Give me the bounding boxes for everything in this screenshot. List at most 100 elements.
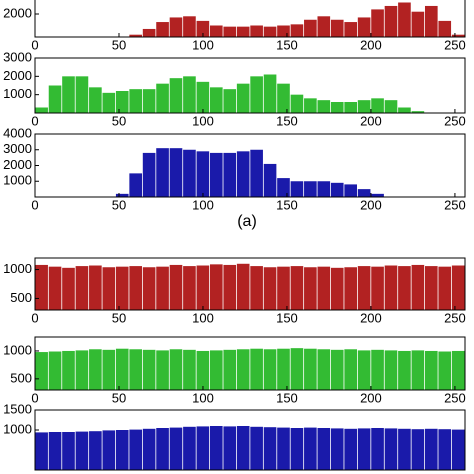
bar	[169, 264, 183, 310]
plot-frame	[34, 57, 466, 114]
bar	[102, 349, 116, 390]
x-tick-label: 200	[360, 37, 382, 52]
bar	[290, 348, 304, 390]
bar	[183, 149, 196, 197]
bar	[115, 266, 129, 310]
bar	[344, 428, 357, 470]
bar	[411, 429, 425, 470]
x-tick-label: 0	[31, 197, 38, 212]
bar	[398, 428, 411, 470]
bar	[250, 266, 263, 310]
bar	[304, 348, 317, 390]
bar	[263, 267, 277, 310]
bar	[384, 100, 398, 113]
bar	[250, 76, 263, 113]
bar	[263, 26, 277, 37]
x-tick-label: 150	[276, 310, 298, 325]
bar	[411, 11, 425, 37]
bar	[115, 193, 129, 197]
x-tick-label: 50	[112, 37, 126, 52]
bar	[196, 151, 210, 197]
bar	[290, 181, 304, 197]
x-tick-label: 0	[31, 37, 38, 52]
bar	[371, 349, 384, 390]
bar	[48, 266, 62, 310]
bar	[344, 102, 357, 113]
bar	[304, 427, 317, 470]
x-tick-label: 200	[360, 310, 382, 325]
bar	[398, 266, 411, 310]
bar	[250, 426, 263, 470]
x-tick-label: 150	[276, 197, 298, 212]
bar	[438, 351, 452, 390]
bar	[384, 350, 398, 390]
bar	[183, 266, 196, 310]
bar	[384, 265, 398, 310]
bar	[236, 349, 250, 390]
x-tick-label: 250	[444, 197, 466, 212]
plot-frame	[34, 133, 466, 198]
bar	[330, 182, 344, 197]
bar	[384, 5, 398, 37]
bar	[169, 148, 183, 197]
bar	[129, 429, 142, 470]
plot-frame	[34, 409, 466, 471]
bar	[115, 91, 129, 113]
bar	[451, 429, 465, 470]
bar	[102, 92, 116, 113]
bar	[304, 267, 317, 310]
bar	[330, 267, 344, 310]
bar	[398, 2, 411, 37]
bar	[344, 349, 357, 390]
bar	[196, 265, 210, 310]
bar	[183, 76, 196, 113]
bar	[223, 89, 237, 113]
bar	[35, 432, 48, 470]
bar	[277, 178, 290, 197]
bar	[142, 428, 156, 470]
bar	[142, 28, 156, 37]
bar	[75, 76, 89, 113]
bar	[398, 107, 411, 113]
bar	[290, 428, 304, 470]
bar	[89, 431, 102, 470]
bar	[209, 87, 223, 113]
bar	[250, 348, 263, 390]
x-tick-label: 150	[276, 37, 298, 52]
bar	[102, 430, 116, 470]
bar	[357, 428, 371, 470]
x-tick-label: 200	[360, 390, 382, 405]
bar	[277, 83, 290, 113]
bar	[357, 189, 371, 197]
y-tick-label: 500	[10, 290, 32, 305]
x-tick-label: 250	[444, 390, 466, 405]
bar	[277, 427, 290, 470]
bar	[290, 266, 304, 310]
bar	[223, 152, 237, 197]
bar	[89, 349, 102, 390]
bar	[438, 266, 452, 310]
bar	[156, 266, 169, 310]
bar	[384, 428, 398, 470]
bar	[290, 94, 304, 113]
bar	[357, 350, 371, 390]
bar	[209, 264, 223, 310]
x-tick-label: 0	[31, 310, 38, 325]
bar	[183, 16, 196, 37]
bar	[169, 78, 183, 113]
plot-frame	[34, 257, 466, 311]
bar	[357, 100, 371, 113]
bar	[62, 76, 75, 113]
bar	[236, 151, 250, 197]
x-tick-label: 250	[444, 37, 466, 52]
bar	[344, 22, 357, 37]
bar	[411, 350, 425, 390]
bar	[236, 426, 250, 470]
x-tick-label: 50	[112, 197, 126, 212]
bar	[169, 17, 183, 37]
x-tick-label: 250	[444, 310, 466, 325]
bar	[48, 432, 62, 470]
bar	[129, 349, 142, 390]
y-tick-label: 3000	[3, 49, 32, 64]
